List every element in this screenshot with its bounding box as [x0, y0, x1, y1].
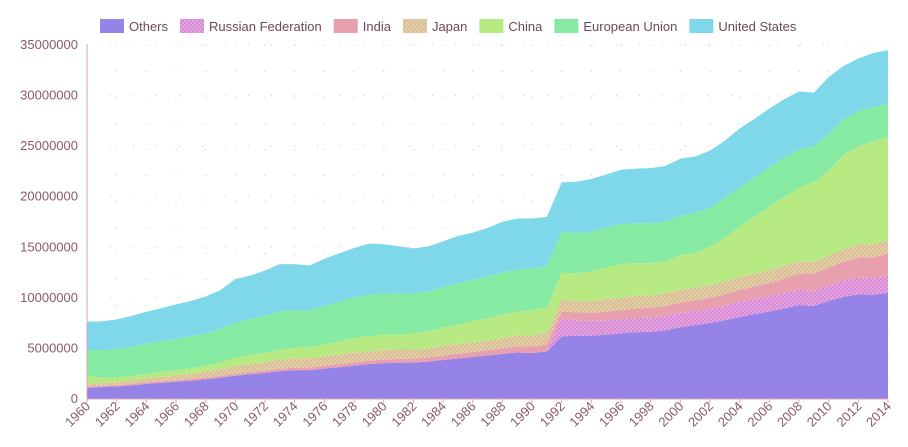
legend-item-european-union[interactable]: European Union [554, 19, 677, 34]
x-tick-label: 1964 [121, 399, 152, 430]
legend-swatch [689, 19, 714, 33]
legend-label: China [508, 19, 543, 34]
legend-swatch [180, 19, 205, 33]
x-tick-label: 1978 [329, 399, 360, 430]
legend-swatch [100, 19, 124, 33]
y-tick-label: 25000000 [20, 138, 78, 153]
y-tick-label: 20000000 [20, 189, 78, 204]
legend: Others Russian Federation India Japan China E… [100, 19, 797, 34]
x-tick-label: 1992 [537, 399, 568, 430]
y-tick-label: 10000000 [20, 290, 78, 305]
legend-item-russian-federation[interactable]: Russian Federation [180, 19, 322, 34]
area-china [87, 136, 888, 385]
legend-item-united-states[interactable]: United States [689, 19, 797, 34]
x-tick-label: 1982 [388, 399, 419, 430]
x-tick-label: 1966 [151, 399, 182, 430]
x-tick-label: 1988 [477, 399, 508, 430]
x-tick-label: 1976 [299, 399, 330, 430]
legend-label: United States [718, 19, 797, 34]
x-tick-label: 1986 [448, 399, 479, 430]
area-united-states [87, 50, 888, 351]
x-tick-label: 1980 [359, 399, 390, 430]
y-tick-label: 30000000 [20, 88, 78, 103]
legend-item-china[interactable]: China [479, 19, 543, 34]
area-others [87, 292, 888, 399]
legend-item-india[interactable]: India [333, 19, 392, 34]
legend-item-others[interactable]: Others [100, 19, 169, 34]
x-tick-label: 2002 [685, 399, 716, 430]
y-tick-label: 35000000 [20, 37, 78, 52]
x-tick-label: 1972 [240, 399, 271, 430]
x-tick-label: 1990 [507, 399, 538, 430]
x-tick-label: 1962 [92, 399, 123, 430]
x-tick-label: 1984 [418, 399, 449, 430]
legend-swatch [333, 19, 358, 33]
area-european-union [87, 103, 888, 378]
x-tick-label: 1970 [210, 399, 241, 430]
x-tick-label: 1968 [181, 399, 212, 430]
y-tick-label: 15000000 [20, 239, 78, 254]
x-tick-labels: 1960196219641966196819701972197419761978… [62, 399, 894, 430]
legend-item-japan[interactable]: Japan [402, 19, 467, 34]
x-tick-label: 2014 [863, 399, 894, 430]
legend-swatch [554, 19, 579, 33]
x-tick-label: 2010 [804, 399, 835, 430]
x-tick-label: 1998 [626, 399, 657, 430]
x-tick-label: 2006 [744, 399, 775, 430]
x-tick-label: 2008 [774, 399, 805, 430]
legend-swatch [402, 19, 427, 33]
legend-label: Russian Federation [209, 19, 322, 34]
legend-label: Others [129, 19, 169, 34]
y-tick-label: 5000000 [27, 340, 78, 355]
x-tick-label: 1974 [270, 399, 301, 430]
legend-label: India [363, 19, 392, 34]
y-tick-labels: 0 5000000 10000000 15000000 20000000 25000000… [20, 37, 78, 406]
legend-swatch [479, 19, 504, 33]
x-tick-label: 1960 [62, 399, 93, 430]
area-series [87, 50, 888, 399]
x-tick-label: 2012 [833, 399, 864, 430]
legend-label: Japan [432, 19, 467, 34]
x-tick-label: 2000 [655, 399, 686, 430]
legend-label: European Union [583, 19, 677, 34]
axes [86, 45, 888, 400]
x-tick-label: 1994 [566, 399, 597, 430]
y-tick-label: 0 [71, 391, 78, 406]
x-tick-label: 2004 [715, 399, 746, 430]
x-tick-label: 1996 [596, 399, 627, 430]
